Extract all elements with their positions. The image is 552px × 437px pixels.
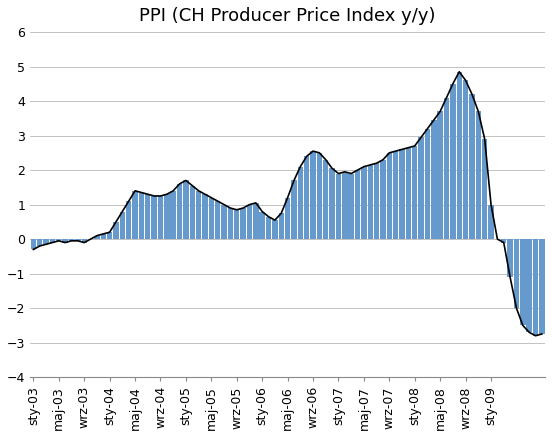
Bar <box>171 191 176 239</box>
Bar <box>50 239 55 243</box>
Bar <box>374 163 379 239</box>
Bar <box>228 208 233 239</box>
Bar <box>145 194 151 239</box>
Bar <box>514 239 519 308</box>
Bar <box>380 160 386 239</box>
Bar <box>527 239 532 332</box>
Bar <box>520 239 526 326</box>
Bar <box>120 212 125 239</box>
Bar <box>126 201 131 239</box>
Bar <box>501 239 506 243</box>
Bar <box>533 239 538 336</box>
Bar <box>406 148 411 239</box>
Bar <box>196 191 201 239</box>
Bar <box>151 196 157 239</box>
Bar <box>368 165 373 239</box>
Bar <box>431 120 437 239</box>
Bar <box>438 111 443 239</box>
Bar <box>457 72 462 239</box>
Bar <box>107 232 113 239</box>
Bar <box>469 94 475 239</box>
Bar <box>62 239 68 243</box>
Bar <box>539 239 545 334</box>
Bar <box>266 217 271 239</box>
Bar <box>507 239 513 277</box>
Bar <box>158 196 163 239</box>
Bar <box>100 234 106 239</box>
Bar <box>444 97 449 239</box>
Bar <box>348 173 354 239</box>
Bar <box>330 168 335 239</box>
Bar <box>69 239 74 241</box>
Bar <box>183 180 189 239</box>
Bar <box>215 201 220 239</box>
Bar <box>247 205 252 239</box>
Bar <box>132 191 138 239</box>
Bar <box>393 151 399 239</box>
Bar <box>44 239 49 244</box>
Bar <box>202 194 208 239</box>
Bar <box>253 203 258 239</box>
Bar <box>412 146 417 239</box>
Bar <box>113 222 119 239</box>
Bar <box>317 153 322 239</box>
Bar <box>285 198 290 239</box>
Bar <box>272 220 278 239</box>
Bar <box>177 184 182 239</box>
Bar <box>259 212 265 239</box>
Bar <box>291 180 296 239</box>
Bar <box>361 166 367 239</box>
Bar <box>418 137 424 239</box>
Bar <box>298 166 303 239</box>
Bar <box>489 205 493 239</box>
Bar <box>342 172 348 239</box>
Bar <box>56 239 61 241</box>
Bar <box>355 170 360 239</box>
Bar <box>424 128 430 239</box>
Bar <box>399 149 405 239</box>
Bar <box>336 173 341 239</box>
Bar <box>279 213 284 239</box>
Bar <box>209 198 214 239</box>
Bar <box>37 239 43 246</box>
Bar <box>75 239 81 241</box>
Bar <box>304 156 309 239</box>
Bar <box>386 153 392 239</box>
Bar <box>221 205 227 239</box>
Bar <box>139 193 144 239</box>
Bar <box>241 208 246 239</box>
Bar <box>31 239 36 250</box>
Bar <box>94 236 99 239</box>
Bar <box>310 151 316 239</box>
Title: PPI (CH Producer Price Index y/y): PPI (CH Producer Price Index y/y) <box>139 7 436 25</box>
Bar <box>164 194 169 239</box>
Bar <box>450 84 455 239</box>
Bar <box>323 160 328 239</box>
Bar <box>463 80 468 239</box>
Bar <box>189 186 195 239</box>
Bar <box>82 239 87 243</box>
Bar <box>482 139 487 239</box>
Bar <box>234 210 240 239</box>
Bar <box>476 111 481 239</box>
